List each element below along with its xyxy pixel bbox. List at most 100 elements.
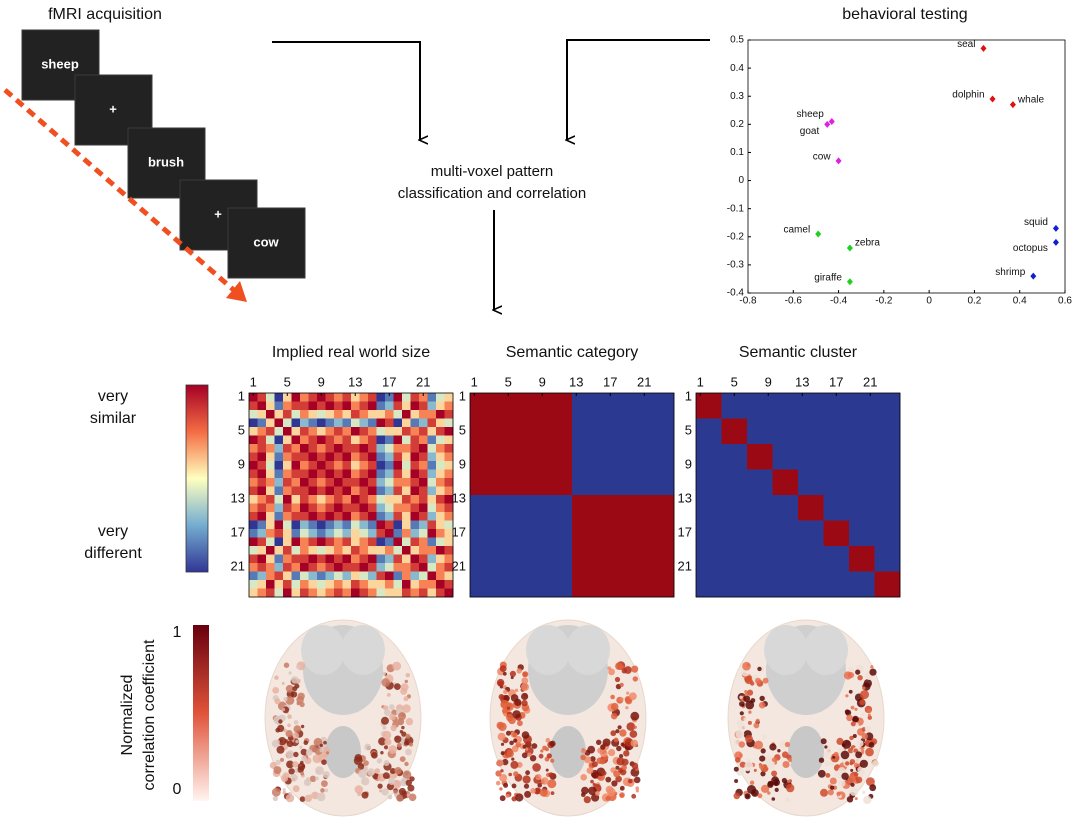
brain-activation xyxy=(515,793,524,802)
brain-activation xyxy=(539,788,548,797)
matrix-cell xyxy=(665,563,675,572)
matrix-cell xyxy=(764,554,773,564)
brain-activation xyxy=(286,750,295,759)
matrix-cell xyxy=(512,478,522,487)
matrix-cell xyxy=(487,503,496,513)
brain-activation xyxy=(869,784,877,792)
matrix-cell xyxy=(832,418,841,428)
matrix-cell xyxy=(806,444,816,453)
matrix-cell xyxy=(512,410,522,419)
matrix-cell xyxy=(436,444,445,453)
matrix-cell xyxy=(257,452,267,462)
matrix-cell xyxy=(487,537,496,547)
matrix-cell xyxy=(657,444,666,453)
matrix-cell xyxy=(772,427,782,436)
matrix-cell xyxy=(789,571,799,581)
matrix-cell xyxy=(840,486,850,496)
brain-activation xyxy=(628,778,633,784)
point-label: giraffe xyxy=(814,272,842,283)
matrix-cell xyxy=(730,393,739,402)
brain-activation xyxy=(382,730,392,740)
matrix-frame xyxy=(248,392,454,598)
matrix-cell xyxy=(665,554,675,564)
brain-activation xyxy=(862,790,866,795)
stimulus-frame xyxy=(227,207,306,279)
matrix-cell xyxy=(529,418,539,428)
matrix-cell xyxy=(648,571,658,581)
matrix-cell xyxy=(883,418,892,428)
matrix-title: Implied real world size xyxy=(272,344,430,361)
matrix-cell xyxy=(849,546,858,555)
matrix-cell xyxy=(308,435,318,445)
matrix-cell xyxy=(891,435,901,445)
x-tick-label: -0.4 xyxy=(830,296,848,307)
matrix-cell xyxy=(274,435,284,445)
matrix-cell xyxy=(342,486,352,496)
brain-activation xyxy=(750,698,756,703)
brain-activation xyxy=(610,694,615,700)
matrix-cell xyxy=(883,452,892,462)
matrix-cell xyxy=(747,495,756,504)
matrix-cell xyxy=(249,452,258,462)
matrix-cell xyxy=(789,563,799,572)
brain-activation xyxy=(283,728,288,733)
matrix-cell xyxy=(815,520,824,530)
matrix-cell xyxy=(840,461,850,470)
matrix-cell xyxy=(738,418,748,428)
brain-activation xyxy=(824,760,830,767)
matrix-cell xyxy=(730,427,739,436)
matrix-cell xyxy=(393,512,403,521)
matrix-cell xyxy=(487,486,496,496)
matrix-cell xyxy=(866,435,875,445)
matrix-cell xyxy=(487,588,496,598)
matrix-cell xyxy=(291,554,301,564)
brain-activation xyxy=(773,781,779,786)
matrix-cell xyxy=(823,563,833,572)
matrix-cell xyxy=(546,469,556,479)
brain-activation xyxy=(759,695,765,702)
matrix-cell xyxy=(257,486,267,496)
matrix-cell xyxy=(840,495,850,504)
matrix-cell xyxy=(857,529,867,538)
matrix-cell xyxy=(891,401,901,411)
matrix-cell xyxy=(385,512,394,521)
matrix-cell xyxy=(806,393,816,402)
matrix-cell xyxy=(648,529,658,538)
matrix-cell xyxy=(798,529,807,538)
matrix-cell xyxy=(764,452,773,462)
matrix-cell xyxy=(789,478,799,487)
matrix-cell xyxy=(495,503,505,513)
matrix-cell xyxy=(798,478,807,487)
brain-activation xyxy=(546,753,552,759)
matrix-cell xyxy=(393,571,403,581)
matrix-cell xyxy=(385,520,394,530)
matrix-cell xyxy=(436,393,445,402)
matrix-cell xyxy=(470,588,479,598)
matrix-cell xyxy=(857,461,867,470)
brain-activation xyxy=(381,788,389,796)
brain-activation xyxy=(734,779,739,783)
matrix-cell xyxy=(755,546,765,555)
matrix-cell xyxy=(368,469,377,479)
matrix-cell xyxy=(631,418,641,428)
matrix-cell xyxy=(342,580,352,589)
matrix-cell xyxy=(249,418,258,428)
matrix-cell xyxy=(325,435,335,445)
matrix-cell xyxy=(815,452,824,462)
matrix-cell xyxy=(755,486,765,496)
brain-activation xyxy=(833,751,839,757)
matrix-cell xyxy=(657,580,666,589)
point-label: seal xyxy=(957,39,975,50)
matrix-cell xyxy=(563,503,573,513)
matrix-cell xyxy=(444,503,454,513)
brain-activation xyxy=(611,780,618,787)
matrix-cell xyxy=(274,486,284,496)
brain-activation xyxy=(760,748,766,754)
matrix-cell xyxy=(789,427,799,436)
matrix-cell xyxy=(283,435,292,445)
matrix-cell xyxy=(555,520,564,530)
scatter-point xyxy=(815,230,822,238)
matrix-cell xyxy=(249,520,258,530)
brain-activation xyxy=(273,766,282,775)
matrix-cell xyxy=(504,444,513,453)
